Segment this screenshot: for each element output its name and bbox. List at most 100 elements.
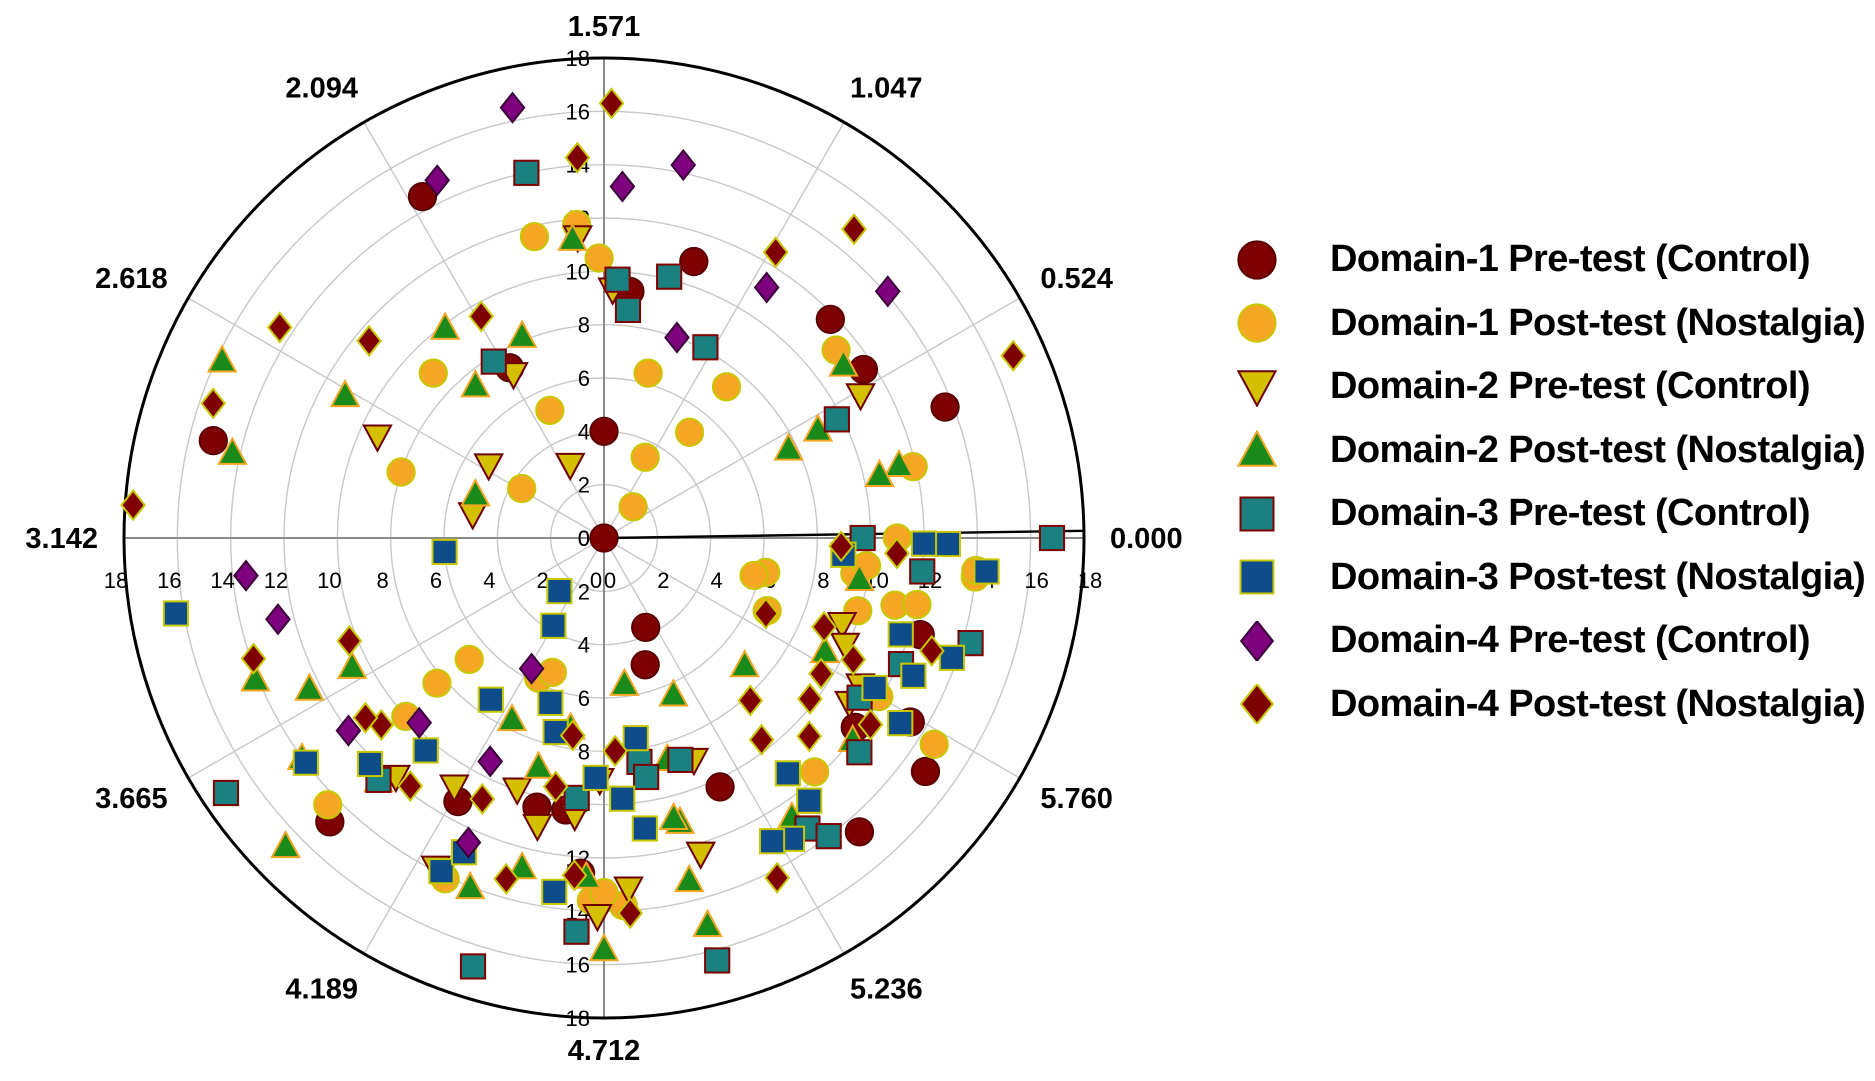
data-point (846, 739, 873, 766)
data-point (609, 667, 640, 696)
data-point (584, 243, 614, 273)
data-point (523, 750, 554, 779)
data-point (840, 643, 867, 676)
series-7 (233, 91, 901, 859)
tick-label-left: 18 (104, 568, 128, 593)
legend-symbol (1239, 496, 1275, 532)
data-point (887, 621, 914, 648)
tick-label-up: 0 (578, 526, 590, 551)
data-point (468, 300, 495, 333)
angle-label: 2.618 (95, 263, 168, 295)
data-point (460, 369, 491, 398)
data-point (857, 708, 884, 741)
data-point (861, 674, 888, 702)
legend-label: Domain-2 Pre-test (Control) (1330, 365, 1811, 408)
data-point (206, 344, 238, 373)
data-point (674, 417, 705, 447)
data-point (542, 770, 569, 803)
data-point (609, 785, 636, 812)
data-point (739, 560, 769, 591)
data-point (664, 321, 690, 354)
chart-legend: Domain-1 Pre-test (Control) Domain-1 Post… (1228, 228, 1868, 736)
data-point (428, 858, 455, 885)
data-point (679, 246, 709, 277)
data-point (559, 719, 586, 752)
data-point (631, 815, 658, 842)
data-point (762, 236, 789, 269)
data-point (501, 777, 533, 806)
legend-label: Domain-4 Post-test (Nostalgia) (1330, 682, 1866, 725)
data-point (522, 813, 553, 843)
data-point (265, 603, 291, 636)
series-5 (212, 159, 1066, 980)
data-point (658, 801, 689, 831)
angle-label: 3.142 (25, 523, 98, 555)
data-point (828, 530, 855, 563)
tick-label-down: 4 (578, 633, 590, 658)
data-point (815, 304, 845, 335)
data-point (844, 817, 875, 847)
data-point (883, 448, 915, 478)
outer-ring (122, 56, 1086, 1020)
tick-label-down: 6 (578, 686, 590, 711)
data-point (233, 559, 259, 592)
legend-marker (1239, 559, 1275, 595)
legend-item: Domain-1 Pre-test (Control) (1228, 228, 1868, 292)
data-point (540, 612, 567, 639)
angle-label: 4.189 (285, 973, 358, 1005)
data-point (496, 702, 528, 732)
data-point (841, 213, 867, 246)
data-point (609, 170, 636, 203)
data-point (454, 870, 486, 900)
data-point (614, 296, 642, 324)
data-point (493, 862, 520, 896)
tick-label-right: 2 (657, 568, 669, 593)
data-point (692, 908, 723, 937)
data-point (667, 746, 694, 773)
legend-label: Domain-2 Post-test (Nostalgia) (1330, 428, 1866, 471)
data-points (120, 87, 1066, 980)
tick-label-right: 4 (711, 568, 723, 593)
data-point (630, 650, 660, 680)
tick-label-left: 8 (377, 568, 389, 593)
legend-item: Domain-4 Pre-test (Control) (1228, 609, 1868, 673)
angle-label: 3.665 (95, 783, 168, 815)
legend-item: Domain-4 Post-test (Nostalgia) (1228, 673, 1868, 737)
data-point (973, 558, 1000, 585)
angle-label: 2.094 (285, 73, 358, 105)
data-point (266, 311, 293, 344)
legend-item: Domain-1 Post-test (Nostalgia) (1228, 292, 1868, 356)
data-point (506, 850, 538, 880)
data-point (477, 745, 504, 778)
grid-spoke (363, 537, 605, 955)
angle-label: 4.712 (568, 1035, 641, 1067)
data-point (457, 502, 489, 531)
data-point (815, 823, 842, 850)
data-point (335, 714, 362, 747)
data-point (212, 779, 240, 807)
data-point (518, 652, 545, 685)
data-point (469, 782, 496, 816)
legend-marker (1236, 369, 1278, 407)
data-point (758, 828, 786, 855)
data-point (198, 425, 228, 456)
data-point (938, 644, 966, 671)
data-point (797, 682, 823, 716)
tick-label-left: 4 (483, 568, 495, 593)
legend-label: Domain-1 Pre-test (Control) (1330, 238, 1811, 281)
data-point (753, 597, 779, 630)
data-point (438, 774, 470, 803)
data-point (633, 763, 660, 791)
data-point (519, 221, 550, 252)
legend-marker (1236, 430, 1278, 468)
data-point (454, 644, 484, 674)
tick-label-left: 0 (590, 568, 602, 593)
data-point (459, 953, 487, 980)
data-point (588, 932, 620, 962)
data-point (473, 453, 504, 482)
data-point (796, 720, 823, 753)
data-point (630, 442, 660, 472)
angle-label: 1.047 (850, 73, 923, 105)
data-point (910, 530, 938, 557)
data-point (480, 348, 507, 375)
